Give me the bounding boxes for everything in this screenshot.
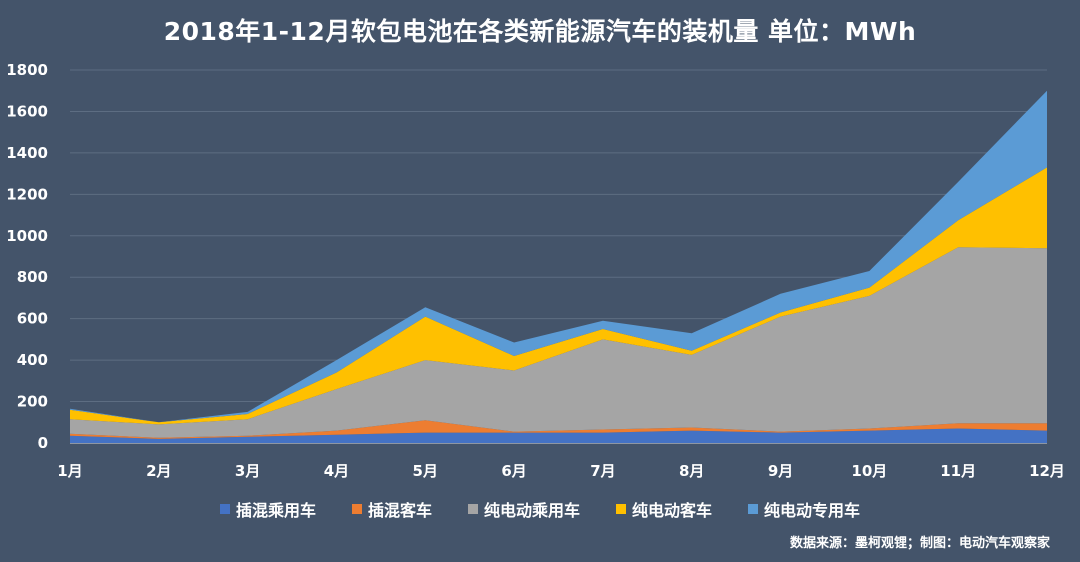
y-tick-label: 1600 bbox=[6, 102, 48, 120]
y-tick-label: 1000 bbox=[6, 227, 48, 245]
y-tick-label: 1800 bbox=[6, 61, 48, 79]
legend-label: 纯电动客车 bbox=[632, 501, 713, 520]
x-tick-label: 9月 bbox=[768, 462, 793, 480]
chart-title: 2018年1-12月软包电池在各类新能源汽车的装机量 单位：MWh bbox=[163, 17, 917, 46]
x-tick-label: 5月 bbox=[413, 462, 438, 480]
legend-label: 纯电动专用车 bbox=[764, 501, 861, 520]
x-tick-label: 2月 bbox=[146, 462, 171, 480]
area-series-2 bbox=[70, 420, 1047, 439]
legend-swatch bbox=[467, 504, 478, 514]
x-tick-label: 1月 bbox=[57, 462, 82, 480]
area-series-3 bbox=[70, 247, 1047, 438]
x-tick-label: 6月 bbox=[501, 462, 526, 480]
area-series-4 bbox=[70, 167, 1047, 425]
x-tick-label: 8月 bbox=[679, 462, 704, 480]
x-tick-label: 3月 bbox=[235, 462, 260, 480]
legend-item: 插混客车 bbox=[351, 497, 432, 521]
legend-swatch bbox=[219, 504, 230, 514]
y-tick-label: 200 bbox=[17, 393, 48, 411]
legend-item: 纯电动客车 bbox=[616, 497, 712, 521]
y-tick-label: 0 bbox=[38, 434, 48, 452]
x-tick-label: 4月 bbox=[324, 462, 349, 480]
legend-item: 纯电动乘用车 bbox=[467, 497, 580, 521]
legend-swatch bbox=[351, 504, 362, 514]
legend-swatch bbox=[748, 504, 759, 514]
source-note: 数据来源：墨柯观锂；制图：电动汽车观察家 bbox=[789, 536, 1050, 551]
y-tick-label: 1400 bbox=[6, 144, 48, 162]
legend-item: 纯电动专用车 bbox=[748, 497, 860, 521]
chart-legend: 插混乘用车 插混客车 纯电动乘用车 纯电动客车 纯电动专用车 bbox=[0, 497, 1080, 521]
legend-label: 纯电动乘用车 bbox=[483, 501, 580, 520]
x-tick-label: 7月 bbox=[590, 462, 615, 480]
x-tick-label: 10月 bbox=[851, 462, 887, 480]
legend-label: 插混客车 bbox=[367, 501, 432, 520]
legend-swatch bbox=[616, 504, 626, 514]
legend-label: 插混乘用车 bbox=[235, 501, 316, 520]
area-series-1 bbox=[70, 428, 1047, 443]
y-tick-label: 800 bbox=[17, 268, 48, 286]
y-tick-label: 600 bbox=[17, 310, 48, 328]
y-tick-label: 1200 bbox=[6, 185, 48, 203]
legend-item: 插混乘用车 bbox=[219, 497, 316, 521]
x-tick-label: 12月 bbox=[1029, 462, 1065, 480]
x-tick-label: 11月 bbox=[940, 462, 976, 480]
y-tick-label: 400 bbox=[17, 351, 48, 369]
